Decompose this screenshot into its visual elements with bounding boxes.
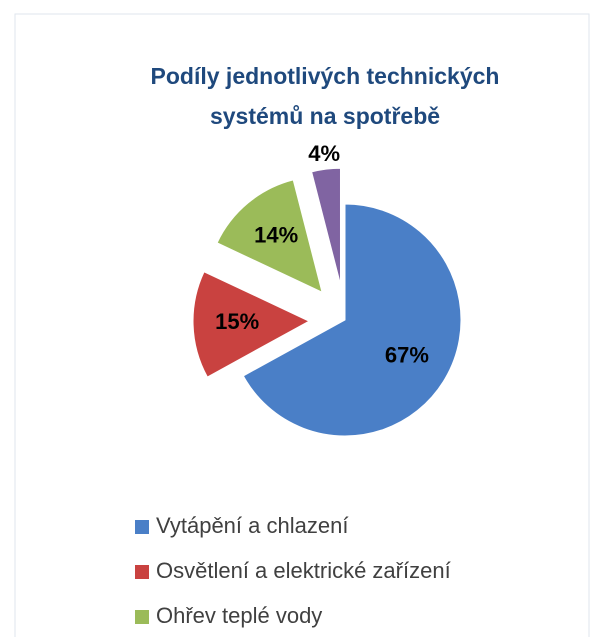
legend-swatch	[135, 610, 149, 624]
legend-swatch	[135, 565, 149, 579]
pie-slice	[192, 271, 311, 378]
legend-label: Vytápění a chlazení	[156, 513, 348, 538]
legend-swatch	[135, 520, 149, 534]
pie-slice	[242, 203, 462, 437]
legend-label: Ohřev teplé vody	[156, 603, 322, 628]
data-label: 15%	[215, 309, 259, 334]
data-label: 4%	[308, 141, 340, 166]
legend-label: Osvětlení a elektrické zařízení	[156, 558, 451, 583]
data-label: 14%	[254, 223, 298, 248]
data-label: 67%	[385, 342, 429, 367]
pie-slice	[216, 179, 323, 294]
pie-slice	[311, 167, 341, 285]
chart-title: Podíly jednotlivých technických systémů n…	[151, 63, 500, 129]
